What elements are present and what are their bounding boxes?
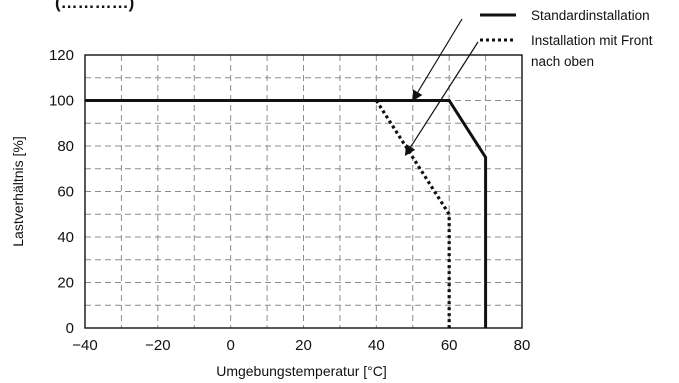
legend: Standardinstallation Installation mit Fro… <box>480 8 653 69</box>
x-tick-label: 60 <box>441 337 458 354</box>
y-tick-label: 60 <box>57 184 74 201</box>
annotation-arrows <box>404 18 479 157</box>
annotation-arrow-2 <box>404 41 479 157</box>
series-layer <box>85 99 488 328</box>
plot-border <box>84 54 523 329</box>
grid <box>85 55 522 328</box>
y-tick-label: 80 <box>57 138 74 155</box>
x-tick-label: 80 <box>514 337 531 354</box>
series-line-1 <box>85 99 488 328</box>
title-fragment: (…………) <box>55 0 134 12</box>
legend-label-2: nach oben <box>531 54 594 69</box>
y-axis-label: Lastverhältnis [%] <box>10 136 26 247</box>
y-axis-ticks: 0 20 40 60 80 100 120 <box>49 47 74 337</box>
x-tick-label: −20 <box>145 337 170 354</box>
y-tick-label: 40 <box>57 229 74 246</box>
y-tick-label: 20 <box>57 275 74 292</box>
y-tick-label: 100 <box>49 93 74 110</box>
x-tick-label: −40 <box>72 337 97 354</box>
y-tick-label: 120 <box>49 47 74 64</box>
x-tick-label: 0 <box>226 337 234 354</box>
y-tick-label: 0 <box>66 320 74 337</box>
x-tick-label: 40 <box>368 337 385 354</box>
legend-label-1: Standardinstallation <box>531 8 650 23</box>
legend-label-2: Installation mit Front <box>531 33 653 48</box>
x-tick-label: 20 <box>295 337 312 354</box>
plot-frame <box>84 54 523 329</box>
annotation-arrow-1 <box>412 18 463 102</box>
series-line-2 <box>374 99 451 328</box>
x-axis-label: Umgebungstemperatur [°C] <box>216 363 387 379</box>
title-fragment-text: (…………) <box>55 0 134 12</box>
x-axis-ticks: −40 −20 0 20 40 60 80 <box>72 337 530 354</box>
